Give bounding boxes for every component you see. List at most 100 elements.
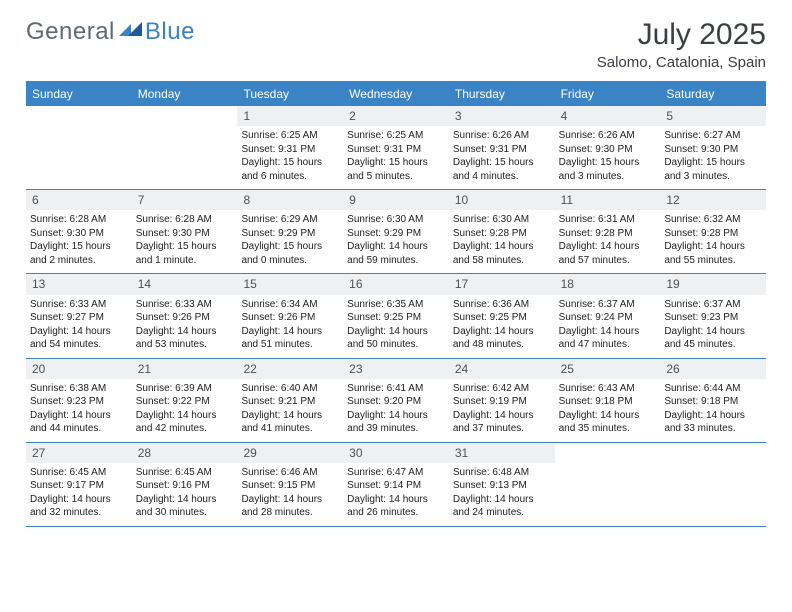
sunrise-line: Sunrise: 6:45 AM [136,466,234,480]
day-number: 19 [660,274,766,294]
day-cell: 3Sunrise: 6:26 AMSunset: 9:31 PMDaylight… [449,106,555,189]
daylight-line: Daylight: 14 hours and 41 minutes. [241,409,339,436]
sunset-line: Sunset: 9:20 PM [347,395,445,409]
daylight-line: Daylight: 14 hours and 24 minutes. [453,493,551,520]
sunrise-line: Sunrise: 6:37 AM [559,298,657,312]
sunrise-line: Sunrise: 6:37 AM [664,298,762,312]
day-of-week-row: SundayMondayTuesdayWednesdayThursdayFrid… [26,83,766,106]
daylight-line: Daylight: 15 hours and 5 minutes. [347,156,445,183]
sunrise-line: Sunrise: 6:48 AM [453,466,551,480]
daylight-line: Daylight: 14 hours and 59 minutes. [347,240,445,267]
sunset-line: Sunset: 9:28 PM [453,227,551,241]
day-number: 18 [555,274,661,294]
daylight-line: Daylight: 14 hours and 35 minutes. [559,409,657,436]
day-number: 12 [660,190,766,210]
header: General Blue July 2025 Salomo, Catalonia… [26,18,766,71]
daylight-line: Daylight: 14 hours and 57 minutes. [559,240,657,267]
sunset-line: Sunset: 9:25 PM [347,311,445,325]
week-row: 20Sunrise: 6:38 AMSunset: 9:23 PMDayligh… [26,359,766,443]
daylight-line: Daylight: 14 hours and 51 minutes. [241,325,339,352]
calendar-page: General Blue July 2025 Salomo, Catalonia… [0,0,792,527]
daylight-line: Daylight: 14 hours and 28 minutes. [241,493,339,520]
sunrise-line: Sunrise: 6:40 AM [241,382,339,396]
sunrise-line: Sunrise: 6:39 AM [136,382,234,396]
day-number: 8 [237,190,343,210]
day-number: 23 [343,359,449,379]
title-block: July 2025 Salomo, Catalonia, Spain [597,18,766,71]
day-number: 26 [660,359,766,379]
day-cell: 29Sunrise: 6:46 AMSunset: 9:15 PMDayligh… [237,443,343,526]
sunrise-line: Sunrise: 6:45 AM [30,466,128,480]
day-cell: 10Sunrise: 6:30 AMSunset: 9:28 PMDayligh… [449,190,555,273]
sunrise-line: Sunrise: 6:25 AM [347,129,445,143]
daylight-line: Daylight: 15 hours and 3 minutes. [664,156,762,183]
week-row: 13Sunrise: 6:33 AMSunset: 9:27 PMDayligh… [26,274,766,358]
sunset-line: Sunset: 9:14 PM [347,479,445,493]
dow-cell: Saturday [660,83,766,106]
sunset-line: Sunset: 9:16 PM [136,479,234,493]
sunrise-line: Sunrise: 6:34 AM [241,298,339,312]
sunset-line: Sunset: 9:22 PM [136,395,234,409]
sunrise-line: Sunrise: 6:46 AM [241,466,339,480]
sunrise-line: Sunrise: 6:47 AM [347,466,445,480]
sunrise-line: Sunrise: 6:27 AM [664,129,762,143]
day-number: 16 [343,274,449,294]
sunset-line: Sunset: 9:27 PM [30,311,128,325]
sunset-line: Sunset: 9:17 PM [30,479,128,493]
day-cell: 20Sunrise: 6:38 AMSunset: 9:23 PMDayligh… [26,359,132,442]
day-cell: 30Sunrise: 6:47 AMSunset: 9:14 PMDayligh… [343,443,449,526]
dow-cell: Monday [132,83,238,106]
sunrise-line: Sunrise: 6:35 AM [347,298,445,312]
dow-cell: Wednesday [343,83,449,106]
daylight-line: Daylight: 14 hours and 39 minutes. [347,409,445,436]
day-cell: 24Sunrise: 6:42 AMSunset: 9:19 PMDayligh… [449,359,555,442]
day-cell: 4Sunrise: 6:26 AMSunset: 9:30 PMDaylight… [555,106,661,189]
sunset-line: Sunset: 9:21 PM [241,395,339,409]
day-number: 29 [237,443,343,463]
sunrise-line: Sunrise: 6:30 AM [347,213,445,227]
daylight-line: Daylight: 15 hours and 6 minutes. [241,156,339,183]
sunset-line: Sunset: 9:28 PM [664,227,762,241]
daylight-line: Daylight: 14 hours and 30 minutes. [136,493,234,520]
sunrise-line: Sunrise: 6:43 AM [559,382,657,396]
sunset-line: Sunset: 9:30 PM [136,227,234,241]
daylight-line: Daylight: 14 hours and 53 minutes. [136,325,234,352]
sunrise-line: Sunrise: 6:42 AM [453,382,551,396]
daylight-line: Daylight: 14 hours and 33 minutes. [664,409,762,436]
sunset-line: Sunset: 9:29 PM [241,227,339,241]
day-number: 7 [132,190,238,210]
sunrise-line: Sunrise: 6:38 AM [30,382,128,396]
day-cell: 1Sunrise: 6:25 AMSunset: 9:31 PMDaylight… [237,106,343,189]
day-number: 21 [132,359,238,379]
daylight-line: Daylight: 14 hours and 37 minutes. [453,409,551,436]
day-number: 31 [449,443,555,463]
sunrise-line: Sunrise: 6:25 AM [241,129,339,143]
daylight-line: Daylight: 14 hours and 58 minutes. [453,240,551,267]
daylight-line: Daylight: 15 hours and 1 minute. [136,240,234,267]
day-number: 17 [449,274,555,294]
sunset-line: Sunset: 9:26 PM [136,311,234,325]
logo-text-2: Blue [145,18,195,46]
day-number: 3 [449,106,555,126]
sunset-line: Sunset: 9:18 PM [559,395,657,409]
day-cell: 5Sunrise: 6:27 AMSunset: 9:30 PMDaylight… [660,106,766,189]
sunrise-line: Sunrise: 6:30 AM [453,213,551,227]
day-cell: 2Sunrise: 6:25 AMSunset: 9:31 PMDaylight… [343,106,449,189]
day-cell: 13Sunrise: 6:33 AMSunset: 9:27 PMDayligh… [26,274,132,357]
day-number: 28 [132,443,238,463]
logo: General Blue [26,18,195,46]
day-cell: 31 Sunrise: 6:48 AMSunset: 9:13 PMDayligh… [449,443,555,526]
day-cell: 17Sunrise: 6:36 AMSunset: 9:25 PMDayligh… [449,274,555,357]
sunset-line: Sunset: 9:13 PM [453,479,551,493]
day-number: 5 [660,106,766,126]
day-cell: 18Sunrise: 6:37 AMSunset: 9:24 PMDayligh… [555,274,661,357]
sunrise-line: Sunrise: 6:28 AM [30,213,128,227]
daylight-line: Daylight: 15 hours and 4 minutes. [453,156,551,183]
sunrise-line: Sunrise: 6:31 AM [559,213,657,227]
day-number: 24 [449,359,555,379]
day-cell: 9Sunrise: 6:30 AMSunset: 9:29 PMDaylight… [343,190,449,273]
dow-cell: Friday [555,83,661,106]
day-cell: 25Sunrise: 6:43 AMSunset: 9:18 PMDayligh… [555,359,661,442]
sunset-line: Sunset: 9:28 PM [559,227,657,241]
daylight-line: Daylight: 14 hours and 32 minutes. [30,493,128,520]
